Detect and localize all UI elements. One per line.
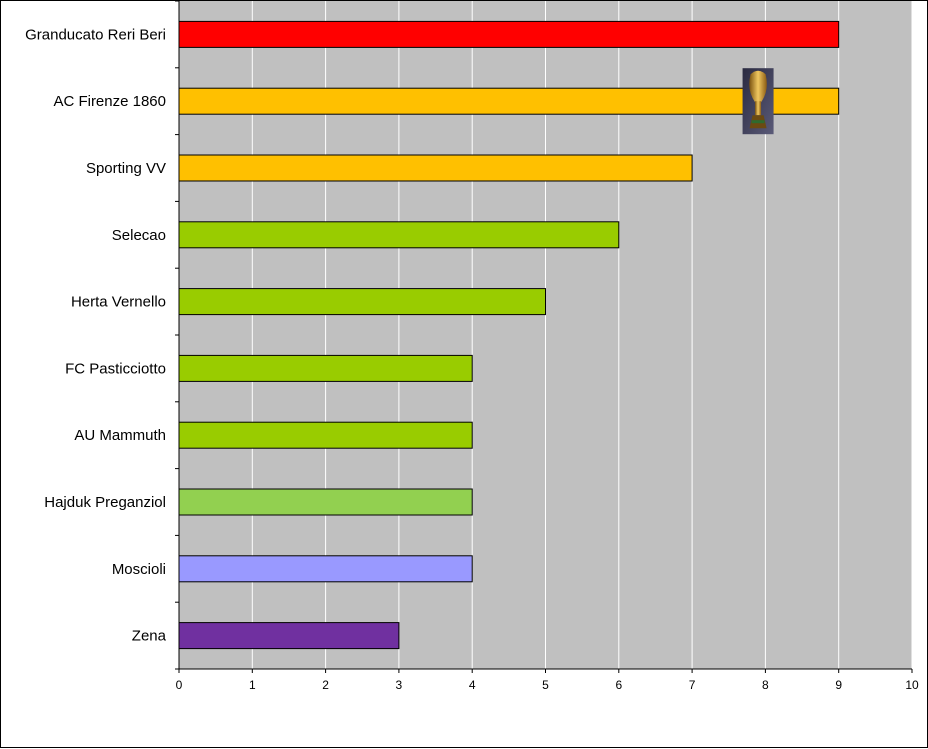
category-label: Herta Vernello xyxy=(71,294,166,311)
category-label: Hajduk Preganziol xyxy=(44,494,166,511)
x-tick-label: 8 xyxy=(762,678,769,692)
axes xyxy=(175,1,913,673)
bar xyxy=(178,87,840,115)
bar xyxy=(178,421,473,449)
bar xyxy=(178,488,473,516)
bar xyxy=(178,20,840,48)
category-label: Sporting VV xyxy=(86,160,166,177)
category-label: Selecao xyxy=(112,227,166,244)
trophy-stem xyxy=(755,101,762,116)
x-tick-label: 2 xyxy=(322,678,329,692)
x-tick-label: 1 xyxy=(249,678,256,692)
trophy-cup xyxy=(749,70,767,103)
bars xyxy=(178,20,840,650)
bar xyxy=(178,555,473,583)
x-tick-label: 6 xyxy=(615,678,622,692)
trophy-band xyxy=(751,120,765,124)
category-label: Granducato Reri Beri xyxy=(25,26,166,43)
category-label: AU Mammuth xyxy=(74,427,166,444)
bar xyxy=(178,354,473,382)
x-tick-label: 5 xyxy=(542,678,549,692)
bar xyxy=(178,154,693,182)
category-labels: Granducato Reri Beri AC Firenze 1860 Sport… xyxy=(25,26,167,644)
x-tick-label: 0 xyxy=(176,678,183,692)
x-tick-label: 4 xyxy=(469,678,476,692)
bar xyxy=(178,221,620,249)
x-tick-label: 10 xyxy=(905,678,919,692)
category-label: Zena xyxy=(132,628,167,645)
x-tick-label: 7 xyxy=(689,678,696,692)
trophy-icon xyxy=(742,68,774,135)
category-label: FC Pasticciotto xyxy=(65,360,166,377)
bar xyxy=(178,288,546,316)
x-tick-label: 3 xyxy=(396,678,403,692)
x-tick-label: 9 xyxy=(835,678,842,692)
category-label: Moscioli xyxy=(112,561,166,578)
tick-labels: 0 1 2 3 4 5 6 7 8 9 10 xyxy=(176,678,919,692)
category-label: AC Firenze 1860 xyxy=(53,93,166,110)
bar xyxy=(178,622,400,650)
